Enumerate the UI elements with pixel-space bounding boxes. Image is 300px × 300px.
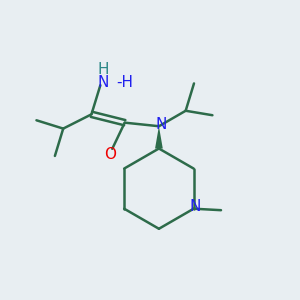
- Text: O: O: [104, 147, 116, 162]
- Text: N: N: [97, 75, 108, 90]
- Polygon shape: [155, 126, 163, 148]
- Text: N: N: [190, 200, 201, 214]
- Text: N: N: [155, 117, 167, 132]
- Text: -H: -H: [116, 75, 133, 90]
- Text: H: H: [98, 62, 109, 77]
